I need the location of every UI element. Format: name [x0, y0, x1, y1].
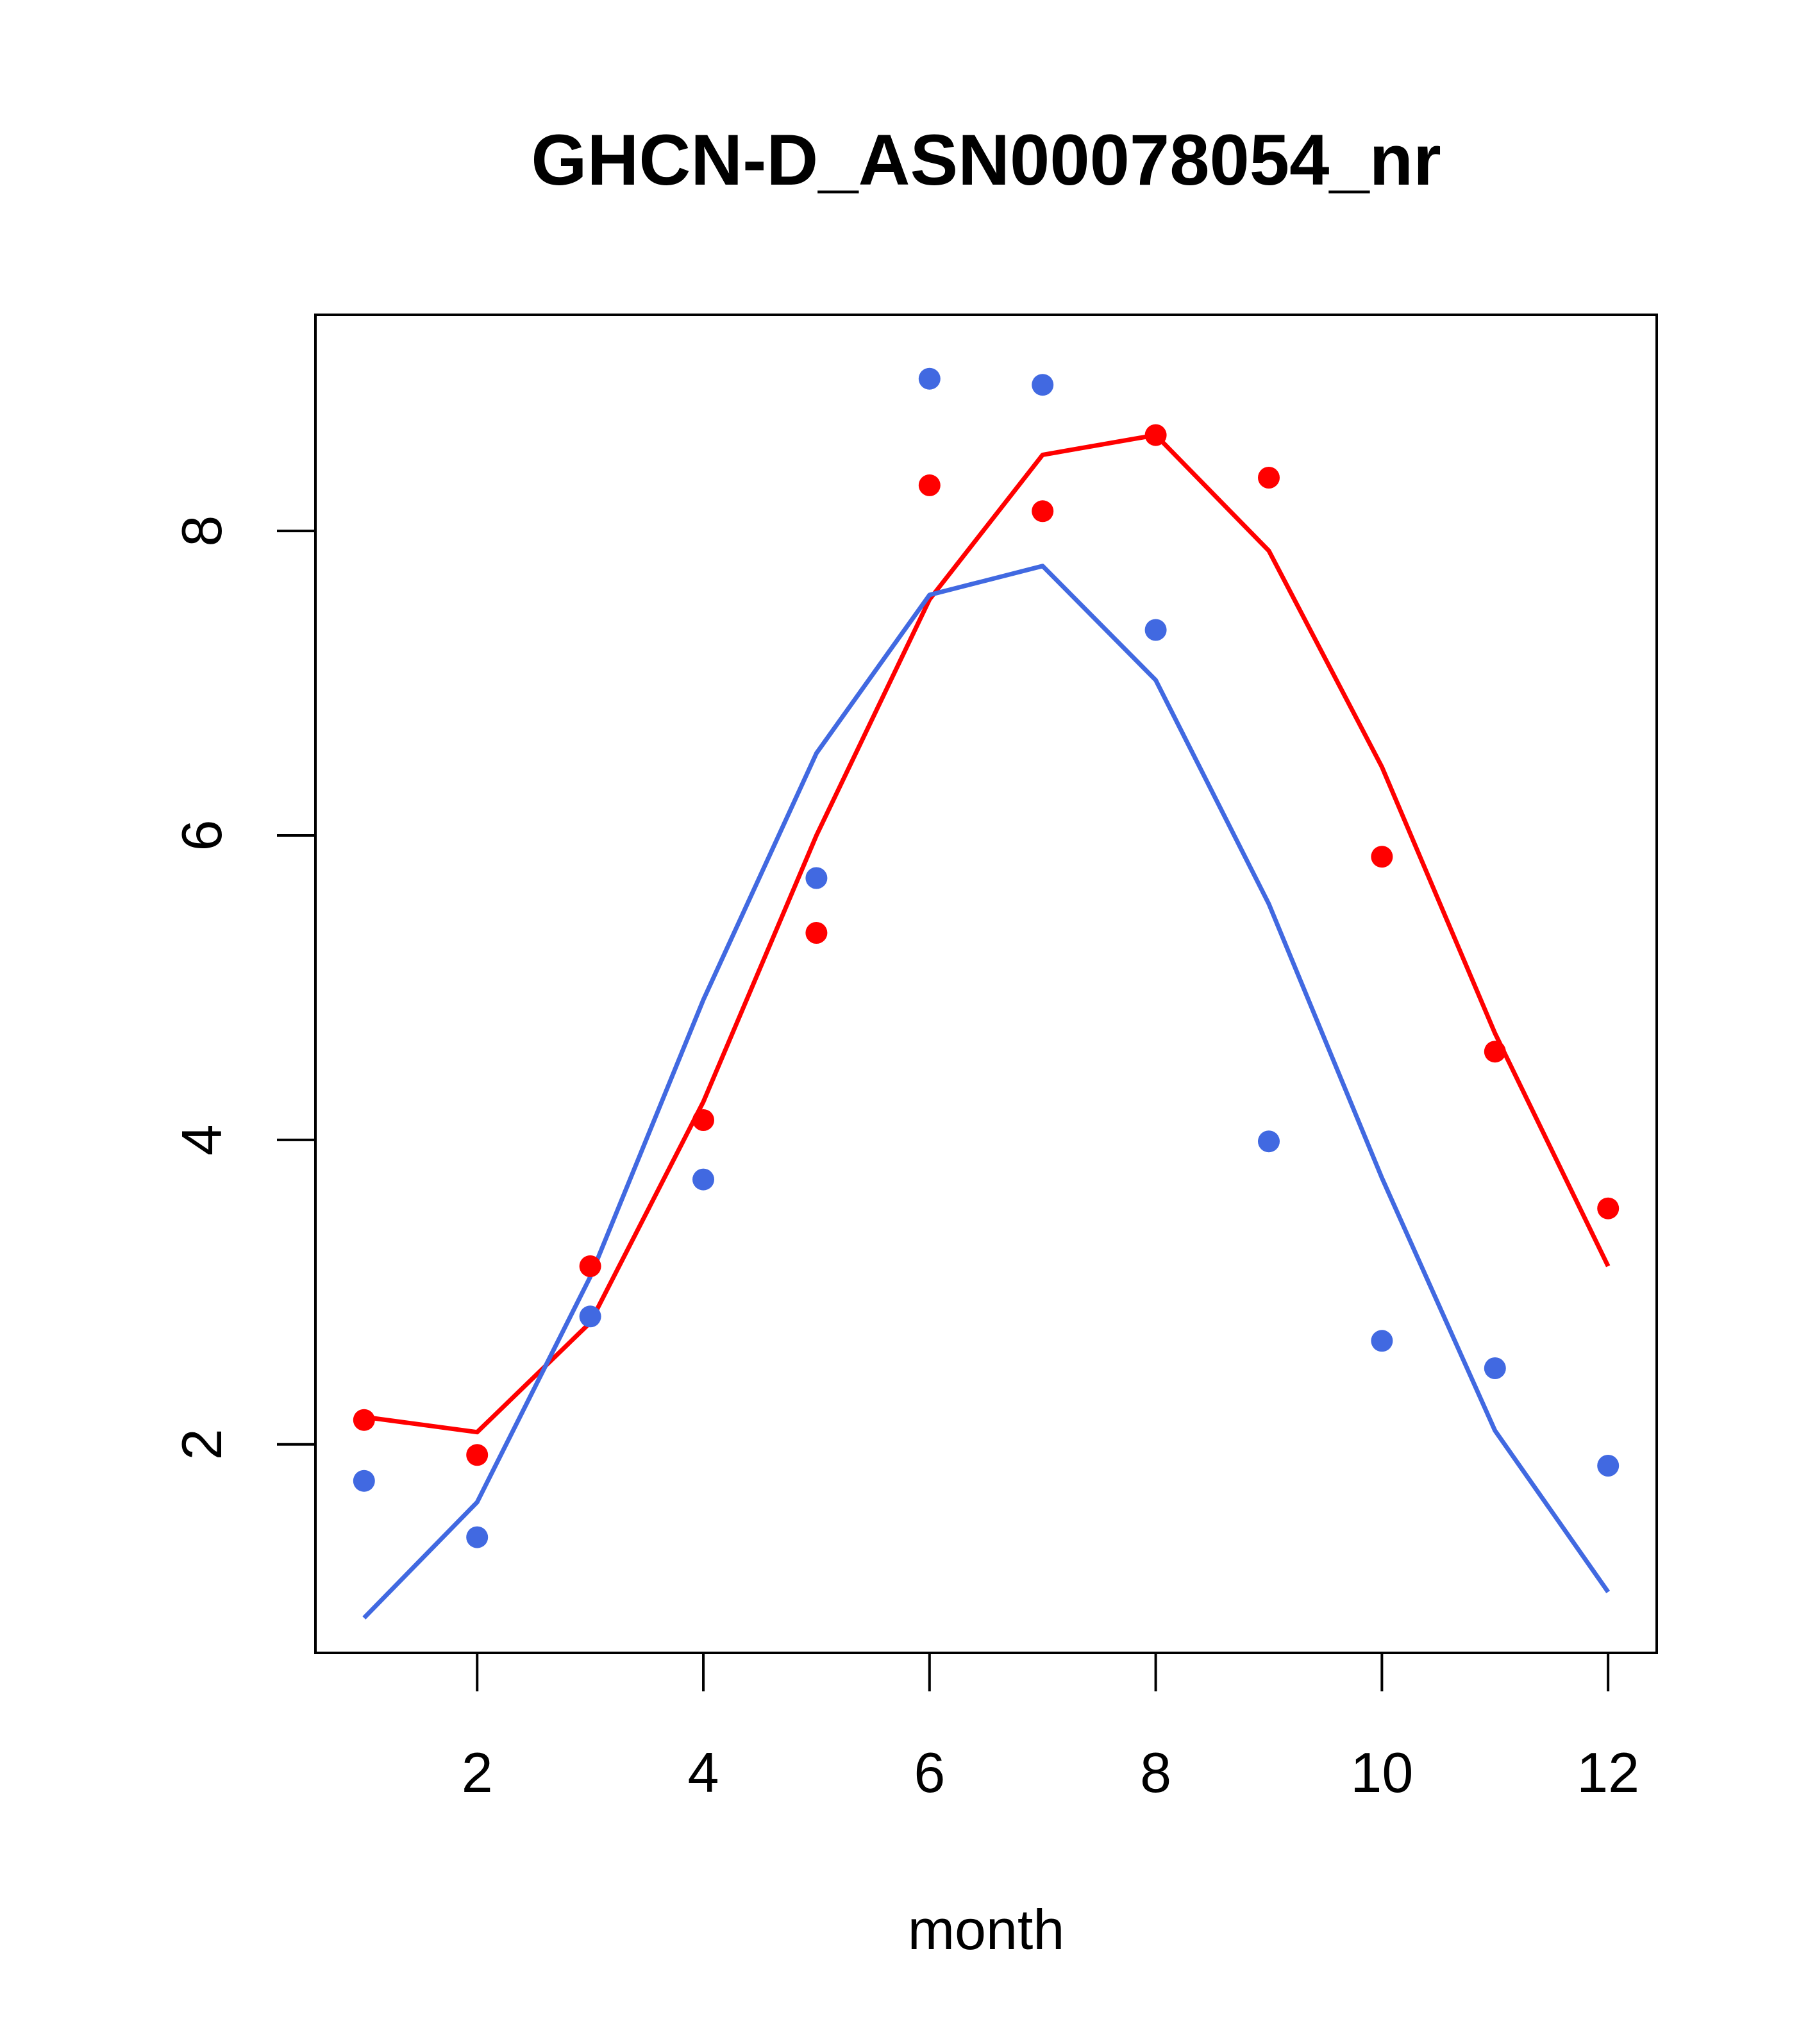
x-tick-label: 8	[1140, 1741, 1171, 1804]
series-1-point	[1371, 846, 1393, 868]
series-1-point	[353, 1409, 375, 1431]
series-2-point	[466, 1526, 489, 1548]
series-points	[353, 367, 1620, 1548]
x-axis-label: month	[908, 1898, 1065, 1961]
y-tick-label: 4	[170, 1124, 233, 1155]
x-tick-label: 12	[1577, 1741, 1639, 1804]
series-2-point	[1371, 1330, 1393, 1352]
plot-frame	[314, 314, 1658, 1654]
y-tick-label: 8	[170, 515, 233, 547]
series-1-point	[466, 1444, 489, 1466]
series-2-point	[1144, 619, 1167, 641]
series-2-point	[805, 867, 828, 889]
series-1-point	[918, 474, 941, 496]
series-2-point	[1032, 374, 1054, 396]
series-2-point	[353, 1470, 375, 1492]
y-tick-label: 2	[170, 1428, 233, 1460]
y-tick-label: 6	[170, 820, 233, 851]
series-1-point	[1484, 1041, 1506, 1063]
x-tick-label: 6	[914, 1741, 945, 1804]
series-1-point	[805, 922, 828, 944]
series-1-point	[1032, 500, 1054, 523]
axes: 2 4 6 8 10 12 2 4 6 8	[170, 515, 1639, 1804]
series-2-point	[1597, 1455, 1620, 1477]
series-lines	[362, 433, 1611, 1620]
series-2-point	[692, 1168, 714, 1191]
x-tick-label: 2	[462, 1741, 493, 1804]
series-2-point	[1484, 1357, 1506, 1379]
series-1-point	[1144, 424, 1167, 446]
series-1-point	[1597, 1197, 1620, 1219]
x-tick-label: 4	[688, 1741, 719, 1804]
x-tick-label: 10	[1350, 1741, 1413, 1804]
series-2-point	[579, 1305, 601, 1328]
series-1-point	[579, 1255, 601, 1277]
chart-title: GHCN-D_ASN00078054_nr	[531, 120, 1441, 200]
series-2-point	[918, 367, 941, 390]
series-2-point	[1258, 1130, 1280, 1153]
series-1-point	[1258, 467, 1280, 489]
series-1-line	[364, 433, 1611, 1435]
series-1-point	[692, 1109, 714, 1131]
series-2-line	[362, 564, 1611, 1620]
